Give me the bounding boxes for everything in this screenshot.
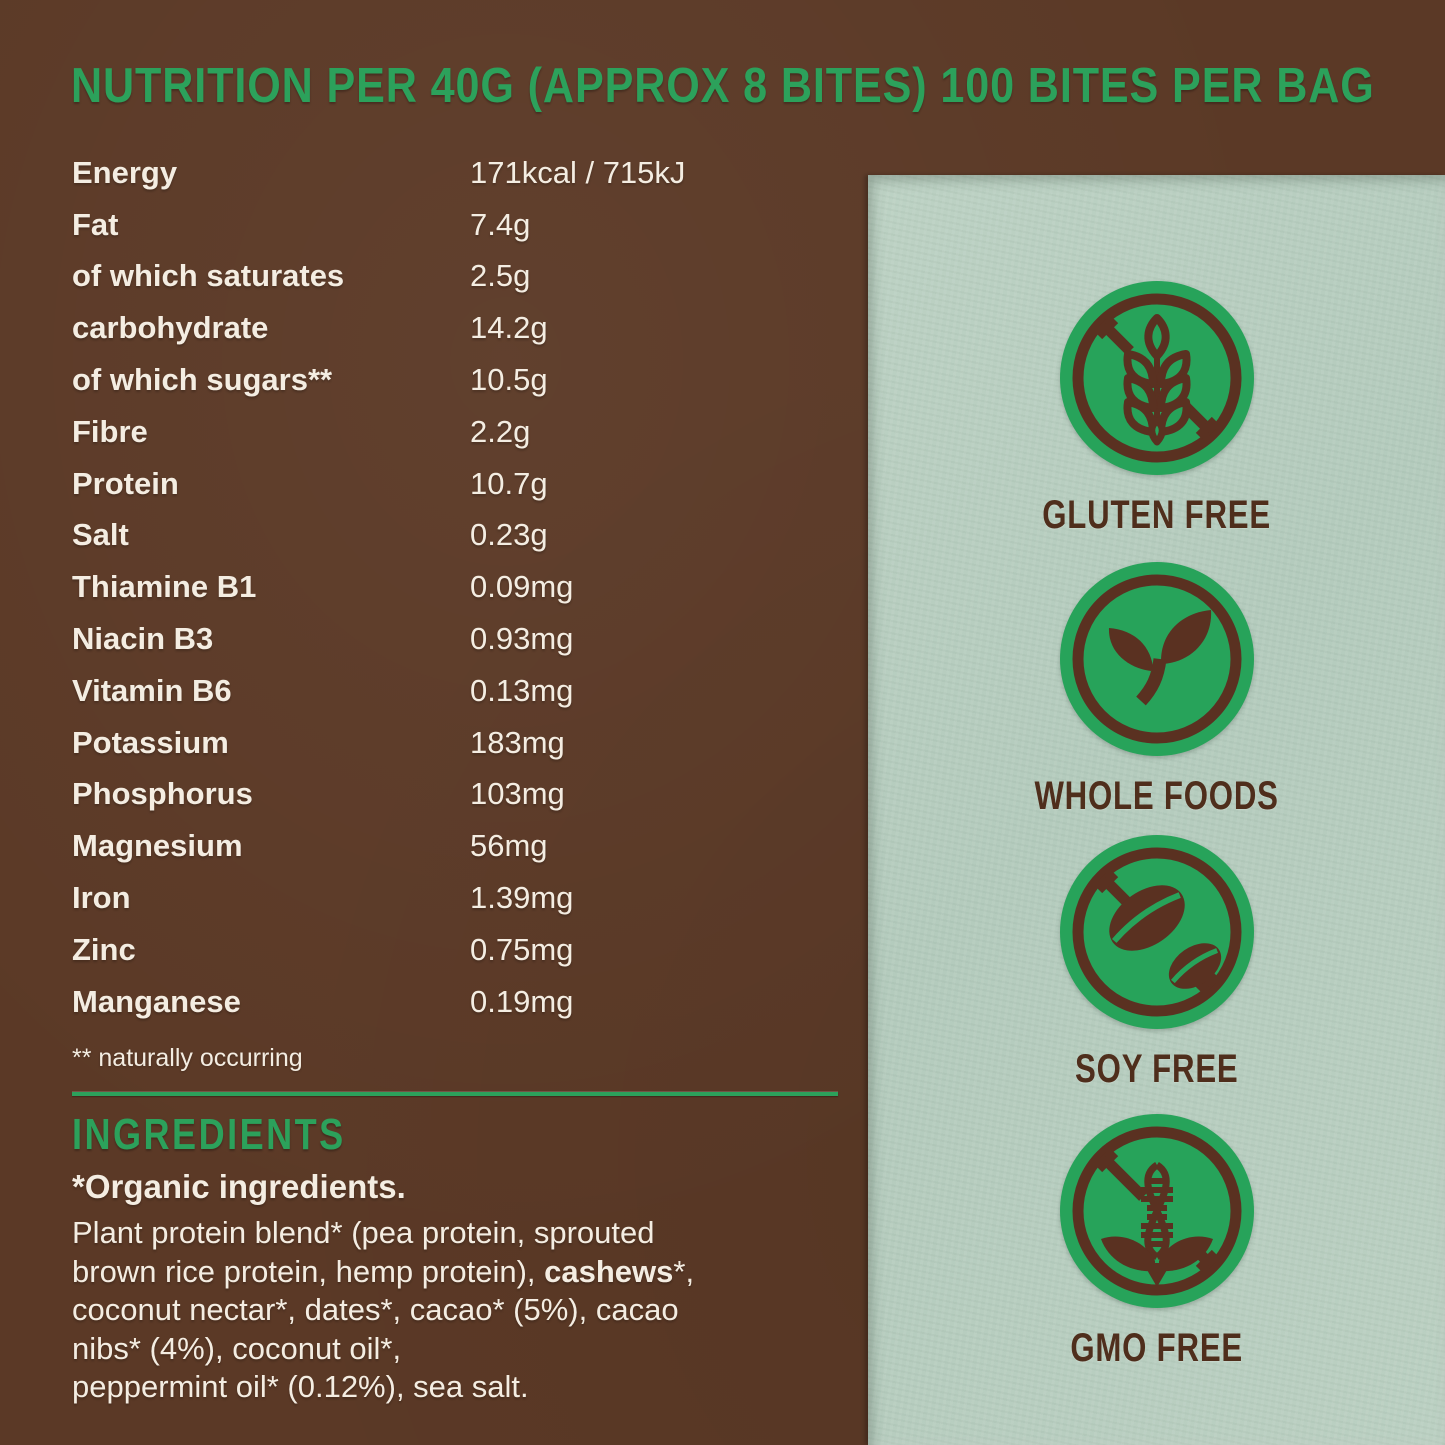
ingredients-bold-cashews: cashews [544,1253,674,1289]
badge-label: GLUTEN FREE [1010,493,1303,538]
nutrient-label: Zinc [72,931,136,967]
ingredients-heading: INGREDIENTS [72,1110,406,1160]
nutrient-value: 0.93mg [470,621,574,657]
table-row: Iron 1.39mg [72,872,864,924]
table-row: carbohydrate 14.2g [72,302,864,354]
table-row: Vitamin B6 0.13mg [72,665,864,717]
section-divider [72,1092,838,1096]
table-row: Zinc 0.75mg [72,924,864,976]
table-row: Manganese 0.19mg [72,976,864,1028]
table-row: Niacin B3 0.93mg [72,613,864,665]
whole-foods-icon [1059,562,1254,756]
organic-ingredients-note: *Organic ingredients. [72,1168,406,1205]
badge-label-text: GMO FREE [1070,1326,1243,1370]
nutrient-value: 0.09mg [470,569,574,605]
nutrient-value: 1.39mg [470,880,574,916]
badge-label: SOY FREE [1052,1047,1262,1092]
badge-soy-free: SOY FREE [868,832,1445,1092]
table-row: Potassium 183mg [72,717,864,769]
ingredients-line: nibs* (4%), coconut oil*, [72,1330,402,1366]
nutrient-value: 10.7g [470,465,548,501]
nutrient-value: 10.5g [470,362,548,398]
table-row: Thiamine B1 0.09mg [72,561,864,613]
nutrition-table: Energy 171kcal / 715kJ Fat 7.4g of which s… [72,147,864,1028]
table-row: Magnesium 56mg [72,820,864,872]
table-row: of which sugars** 10.5g [72,354,864,406]
nutrition-header-text: NUTRITION PER 40G (APPROX 8 BITES) 100 B… [71,59,1375,113]
ingredients-line: *, [673,1253,695,1289]
soy-free-icon [1059,835,1254,1029]
nutrient-value: 0.19mg [470,983,574,1019]
ingredients-text: Plant protein blend* (pea protein, sprou… [72,1214,822,1407]
badge-panel: GLUTEN FREE WHOLE FOODS [868,175,1445,1445]
table-row: Protein 10.7g [72,458,864,510]
nutrient-label: Manganese [72,983,241,1019]
nutrient-label: Fibre [72,413,148,449]
nutrient-value: 103mg [470,776,565,812]
nutrient-value: 171kcal / 715kJ [470,154,686,190]
gmo-free-icon [1059,1114,1254,1308]
nutrient-value: 7.4g [470,206,531,242]
ingredients-heading-text: INGREDIENTS [72,1110,346,1159]
ingredients-line: coconut nectar*, dates*, cacao* (5%), ca… [72,1292,679,1328]
nutrient-label: Potassium [72,724,229,760]
nutrient-value: 2.5g [470,258,531,294]
badge-gmo-free: GMO FREE [868,1111,1445,1371]
nutrient-label: of which saturates [72,258,345,294]
table-row: Energy 171kcal / 715kJ [72,147,864,199]
nutrient-value: 56mg [470,828,548,864]
nutrient-label: Vitamin B6 [72,672,232,708]
table-row: Phosphorus 103mg [72,769,864,821]
nutrient-value: 0.23g [470,517,548,553]
nutrient-label: Energy [72,154,178,190]
ingredients-line: brown rice protein, hemp protein), [72,1253,545,1289]
badge-label-text: GLUTEN FREE [1042,493,1271,537]
table-row: Salt 0.23g [72,510,864,562]
nutrient-label: Iron [72,880,131,916]
nutrient-label: Phosphorus [72,776,253,812]
ingredients-line: Plant protein blend* (pea protein, sprou… [72,1215,655,1250]
nutrient-label: Magnesium [72,828,243,864]
nutrition-header: NUTRITION PER 40G (APPROX 8 BITES) 100 B… [71,58,1445,114]
nutrient-label: carbohydrate [72,310,269,346]
nutrient-label: of which sugars** [72,362,333,398]
gluten-free-icon [1059,281,1254,475]
nutrient-value: 183mg [470,724,565,760]
badge-label: GMO FREE [1046,1326,1267,1371]
table-row: Fat 7.4g [72,199,864,251]
nutrient-value: 0.13mg [470,672,574,708]
nutrient-value: 2.2g [470,413,531,449]
table-row: Fibre 2.2g [72,406,864,458]
badge-gluten-free: GLUTEN FREE [868,278,1445,538]
badge-label: WHOLE FOODS [1000,774,1313,819]
badge-whole-foods: WHOLE FOODS [868,559,1445,819]
nutrient-label: Thiamine B1 [72,569,257,605]
nutrient-label: Niacin B3 [72,621,214,657]
nutrient-label: Protein [72,465,179,501]
badge-label-text: SOY FREE [1074,1047,1239,1091]
nutrient-value: 14.2g [470,310,548,346]
nutrient-value: 0.75mg [470,931,574,967]
footnote: ** naturally occurring [72,1044,303,1072]
table-row: of which saturates 2.5g [72,251,864,303]
badge-label-text: WHOLE FOODS [1034,774,1279,818]
nutrient-label: Fat [72,206,119,242]
nutrient-label: Salt [72,517,129,553]
ingredients-line: peppermint oil* (0.12%), sea salt. [72,1369,529,1405]
